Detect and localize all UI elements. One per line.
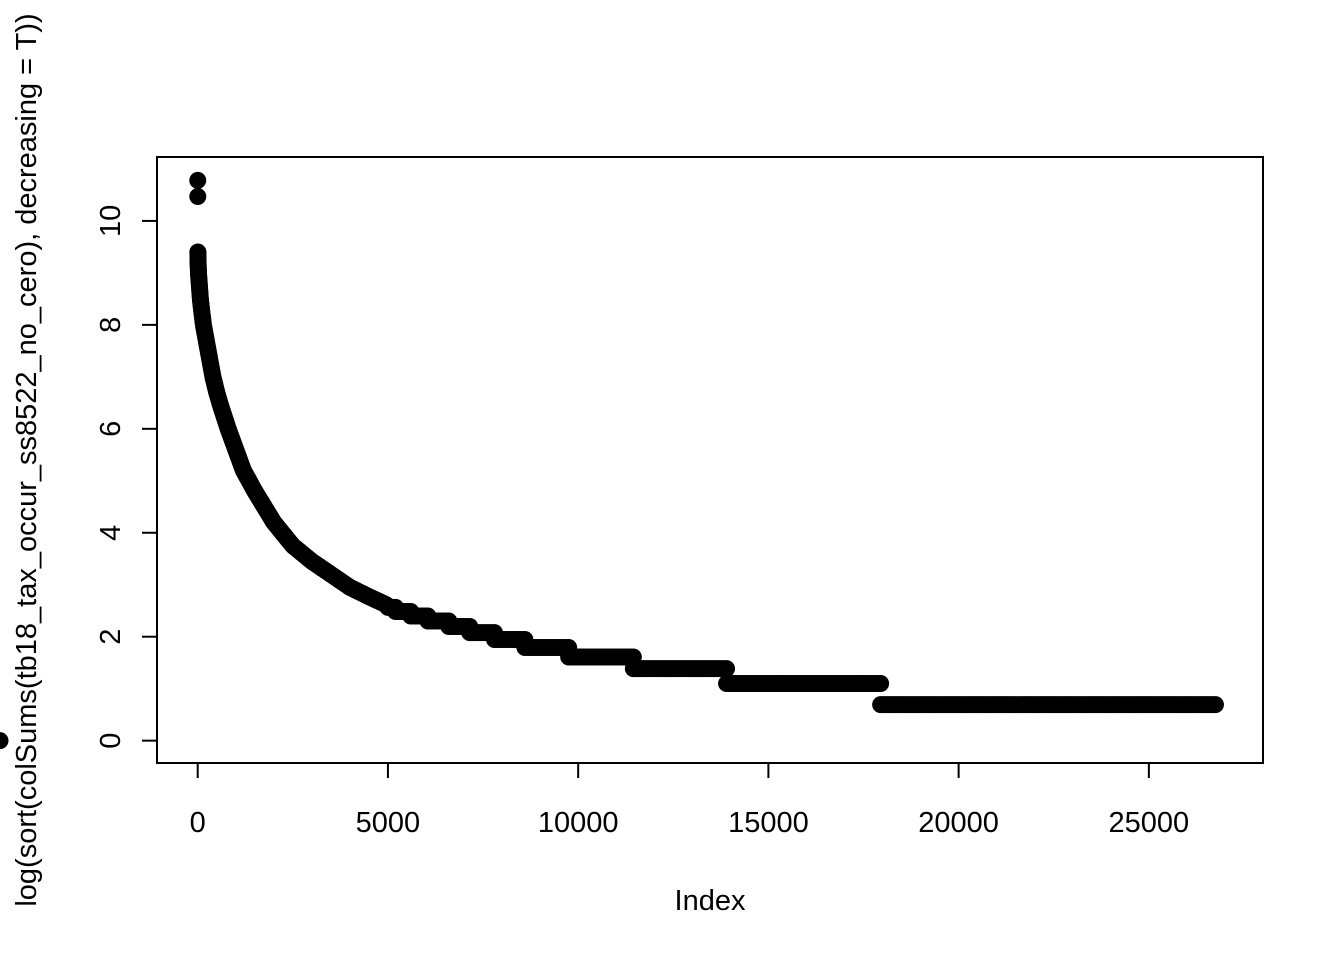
outlier-point [189, 188, 207, 205]
x-tick-label: 25000 [1109, 807, 1190, 839]
x-tick-label: 15000 [728, 807, 809, 839]
plateau-point [718, 660, 736, 678]
y-tick-label: 4 [95, 525, 127, 541]
y-tick-label: 10 [95, 205, 127, 237]
plateau-point [872, 675, 890, 693]
x-tick-label: 10000 [538, 807, 619, 839]
y-axis-label: log(sort(colSums(tb18_tax_occur_ss8522_n… [11, 13, 43, 906]
y-tick-label: 8 [95, 317, 127, 333]
y-tick-label: 0 [95, 733, 127, 749]
plateau-point [0, 732, 9, 750]
x-axis-label: Index [675, 885, 746, 917]
outlier-point [189, 171, 207, 189]
y-axis: 0 2 4 6 8 10 [95, 205, 158, 749]
x-tick-label: 5000 [356, 807, 421, 839]
x-axis: 0 5000 10000 15000 20000 25000 [190, 762, 1190, 839]
plateau-point [1206, 696, 1224, 714]
y-tick-label: 6 [95, 421, 127, 437]
x-tick-label: 0 [190, 807, 206, 839]
data-points [0, 171, 1224, 750]
y-tick-label: 2 [95, 629, 127, 645]
x-tick-label: 20000 [918, 807, 999, 839]
